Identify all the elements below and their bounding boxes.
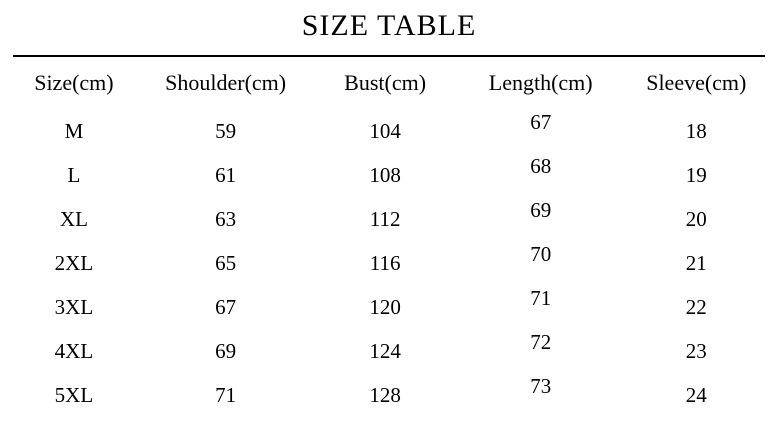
shoulder-cell: 65 [215, 250, 237, 275]
sleeve-cell: 19 [685, 162, 707, 187]
title-divider [13, 55, 765, 57]
table-row: 4XL 69 124 72 23 [0, 329, 778, 373]
bust-cell: 124 [369, 338, 401, 363]
bust-cell: 120 [369, 294, 401, 319]
table-row: XL 63 112 69 20 [0, 197, 778, 241]
shoulder-cell: 63 [215, 206, 237, 231]
size-table: Size(cm) Shoulder(cm) Bust(cm) Length(cm… [0, 57, 778, 417]
sleeve-cell: 20 [685, 206, 707, 231]
size-cell: L [67, 162, 81, 187]
size-cell: 3XL [54, 294, 94, 319]
length-cell: 69 [530, 197, 552, 222]
sleeve-cell: 22 [685, 294, 707, 319]
table-row: 5XL 71 128 73 24 [0, 373, 778, 417]
shoulder-cell: 59 [215, 118, 237, 143]
shoulder-cell: 61 [215, 162, 237, 187]
page-title: SIZE TABLE [301, 9, 477, 42]
shoulder-cell: 67 [215, 294, 237, 319]
header-row: Size(cm) Shoulder(cm) Bust(cm) Length(cm… [0, 57, 778, 109]
size-cell: 4XL [54, 338, 94, 363]
header-bust: Bust(cm) [344, 70, 427, 95]
header-sleeve: Sleeve(cm) [646, 70, 747, 95]
bust-cell: 112 [369, 206, 401, 231]
length-cell: 73 [530, 373, 552, 398]
sleeve-cell: 18 [685, 118, 707, 143]
table-row: 2XL 65 116 70 21 [0, 241, 778, 285]
bust-cell: 108 [369, 162, 401, 187]
bust-cell: 104 [369, 118, 401, 143]
length-cell: 67 [530, 109, 552, 134]
table-row: L 61 108 68 19 [0, 153, 778, 197]
bust-cell: 116 [369, 250, 401, 275]
size-cell: M [64, 118, 84, 143]
header-shoulder: Shoulder(cm) [165, 70, 287, 95]
header-length: Length(cm) [488, 70, 593, 95]
table-row: 3XL 67 120 71 22 [0, 285, 778, 329]
size-cell: 2XL [54, 250, 94, 275]
bust-cell: 128 [369, 382, 401, 407]
length-cell: 72 [530, 329, 552, 354]
size-cell: 5XL [54, 382, 94, 407]
length-cell: 68 [530, 153, 552, 178]
shoulder-cell: 69 [215, 338, 237, 363]
length-cell: 71 [530, 285, 552, 310]
sleeve-cell: 21 [685, 250, 707, 275]
sleeve-cell: 24 [685, 382, 707, 407]
shoulder-cell: 71 [215, 382, 237, 407]
table-row: M 59 104 67 18 [0, 109, 778, 153]
header-size: Size(cm) [34, 70, 114, 95]
length-cell: 70 [530, 241, 552, 266]
size-cell: XL [59, 206, 88, 231]
sleeve-cell: 23 [685, 338, 707, 363]
